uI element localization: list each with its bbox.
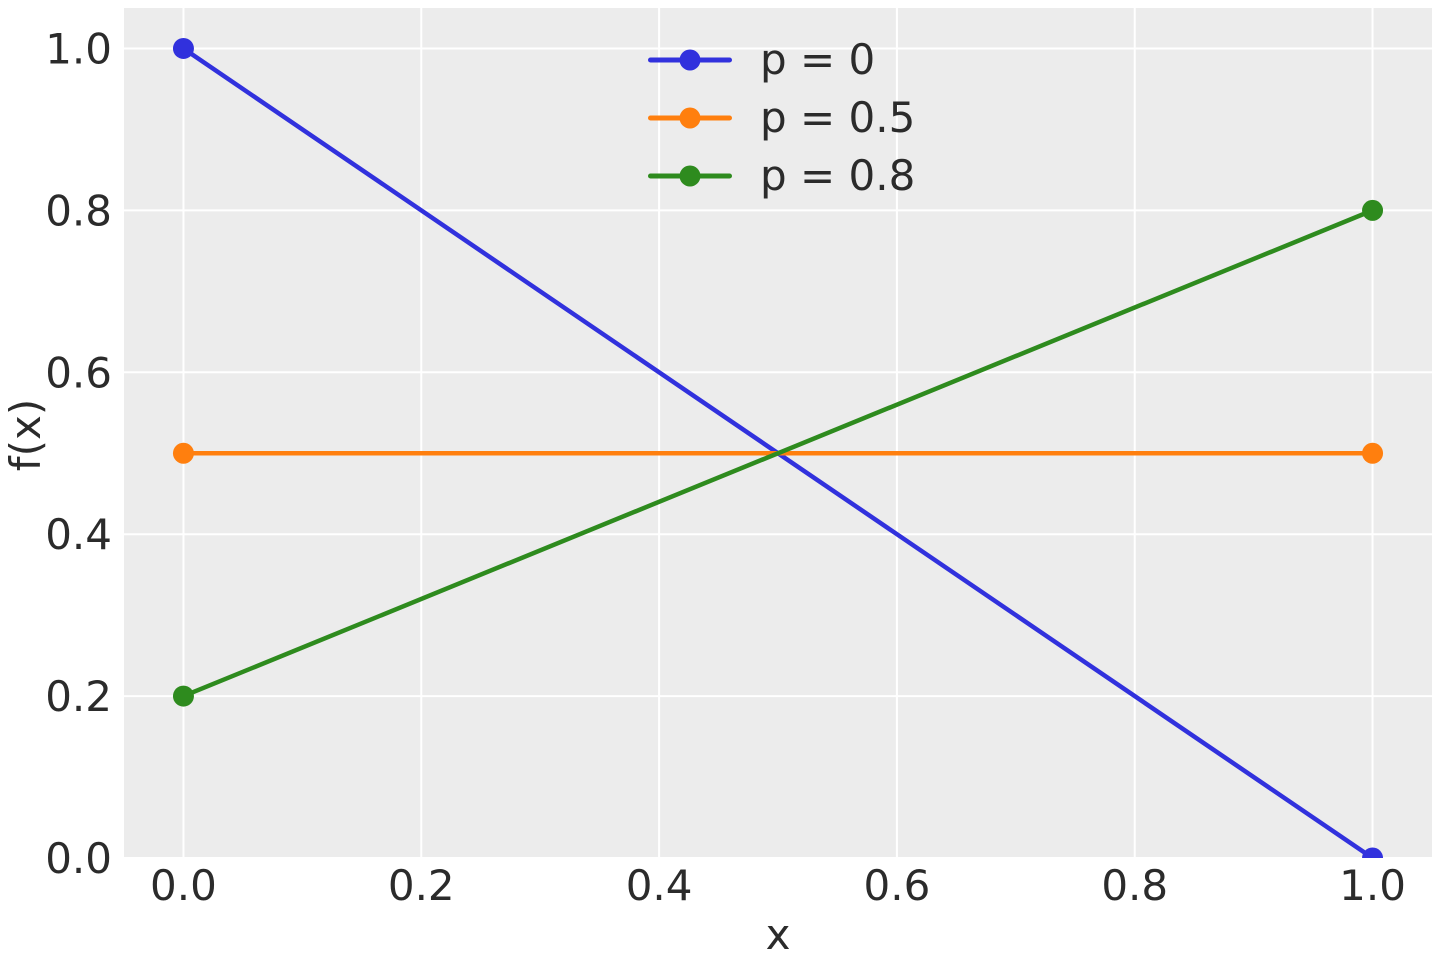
legend-item-p0: p = 0 [648, 31, 915, 89]
legend-item-p08: p = 0.8 [648, 147, 915, 205]
x-tick-label: 0.4 [626, 861, 693, 910]
line-marker-icon [648, 165, 732, 187]
legend-label: p = 0.8 [760, 151, 916, 200]
line-marker-icon [648, 107, 732, 129]
y-tick-label: 1.0 [45, 24, 112, 73]
y-axis-label: f(x) [1, 398, 50, 472]
y-tick-label: 0.2 [45, 672, 112, 721]
y-tick-label: 0.6 [45, 348, 112, 397]
gridlines [124, 8, 1432, 859]
series-group [172, 37, 1384, 858]
data-point-marker [172, 685, 194, 707]
legend-label: p = 0 [760, 35, 876, 84]
x-tick-label: 0.2 [388, 861, 455, 910]
x-tick-label: 0.8 [1101, 861, 1168, 910]
data-point-marker [1362, 442, 1384, 464]
y-tick-label: 0.4 [45, 510, 112, 559]
x-tick-label: 1.0 [1339, 861, 1406, 910]
x-tick-label: 0.0 [150, 861, 217, 910]
series-line [181, 208, 1375, 699]
legend-label: p = 0.5 [760, 93, 916, 142]
y-tick-label: 0.8 [45, 186, 112, 235]
x-tick-label: 0.6 [864, 861, 931, 910]
legend-dot-swatch [679, 49, 701, 71]
data-point-marker [1362, 847, 1384, 858]
data-point-marker [172, 37, 194, 59]
legend: p = 0 p = 0.5 p = 0.8 [648, 31, 915, 205]
legend-dot-swatch [679, 107, 701, 129]
data-point-marker [172, 442, 194, 464]
data-point-marker [1362, 199, 1384, 221]
legend-item-p05: p = 0.5 [648, 89, 915, 147]
legend-dot-swatch [679, 165, 701, 187]
line-marker-icon [648, 49, 732, 71]
plot-background [124, 8, 1432, 858]
y-tick-label: 0.0 [45, 834, 112, 883]
x-axis-label: x [765, 910, 791, 959]
